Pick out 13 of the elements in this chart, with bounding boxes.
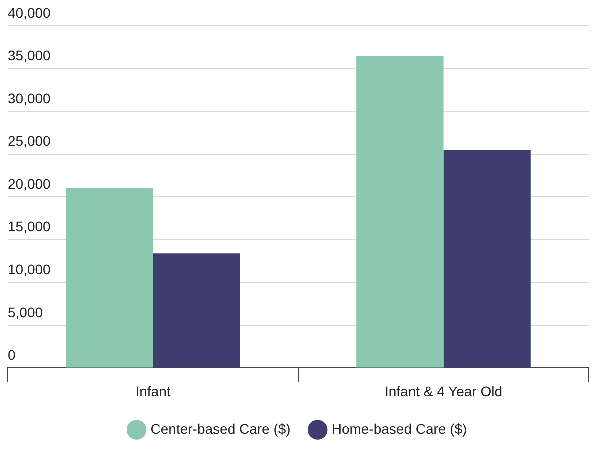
y-tick-label: 25,000 xyxy=(8,133,52,150)
legend-label: Center-based Care ($) xyxy=(150,420,291,437)
y-tick-label: 5,000 xyxy=(8,304,44,320)
x-tick-label: Infant xyxy=(136,383,171,400)
y-tick-label: 15,000 xyxy=(8,218,52,235)
y-tick-label: 30,000 xyxy=(8,90,52,106)
y-tick-label: 40,000 xyxy=(8,4,52,21)
legend-label: Home-based Care ($) xyxy=(332,420,468,437)
y-tick-label: 0 xyxy=(8,347,16,364)
y-tick-label: 10,000 xyxy=(8,262,52,278)
y-tick-label: 20,000 xyxy=(8,176,52,192)
y-tick-label: 35,000 xyxy=(8,48,52,64)
x-tick-label: Infant & 4 Year Old xyxy=(384,383,503,400)
